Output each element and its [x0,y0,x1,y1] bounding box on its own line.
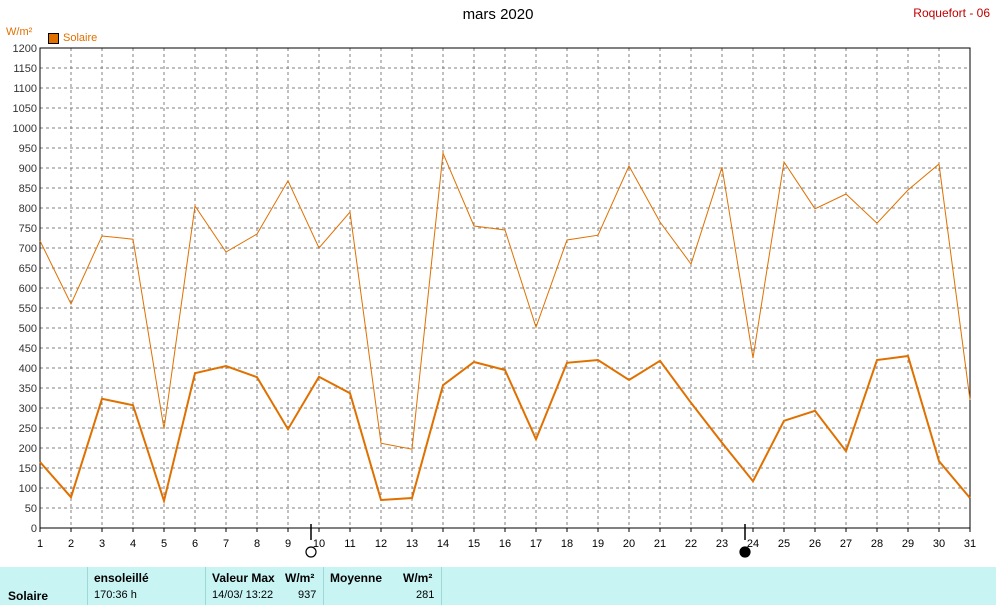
y-tick-label: 400 [19,363,37,375]
summary-footer: Solaire ensoleillé 170:36 h Valeur Max W… [0,567,996,605]
footer-avg-cell: Moyenne W/m² 281 [324,567,442,605]
footer-series-cell: Solaire [0,567,88,605]
max-value: 937 [298,589,317,601]
y-tick-label: 700 [19,243,37,255]
y-axis-unit: W/m² [6,26,33,38]
footer-series-label: Solaire [8,589,49,603]
footer-sunshine-cell: ensoleillé 170:36 h [88,567,206,605]
x-tick-label: 16 [499,538,511,550]
new-moon-icon [305,546,317,558]
avg-value: 281 [416,589,435,601]
y-tick-label: 1000 [13,123,37,135]
y-tick-label: 150 [19,463,37,475]
y-tick-label: 450 [19,343,37,355]
x-tick-label: 5 [161,538,167,550]
series-line-max [39,151,971,450]
x-tick-label: 14 [437,538,449,550]
x-tick-label: 29 [902,538,914,550]
x-tick-label: 19 [592,538,604,550]
y-tick-label: 1050 [13,103,37,115]
y-tick-label: 1100 [13,83,37,95]
full-moon-icon [739,546,751,558]
max-unit: W/m² [285,571,315,585]
avg-header: Moyenne [330,571,383,585]
legend-label: Solaire [63,32,98,44]
y-tick-label: 850 [19,183,37,195]
station-name: Roquefort - 06 [913,6,990,20]
x-tick-label: 15 [468,538,480,550]
x-tick-label: 1 [37,538,43,550]
y-tick-label: 500 [19,323,37,335]
x-tick-label: 21 [654,538,666,550]
y-tick-label: 250 [19,423,37,435]
x-tick-label: 24 [747,538,759,550]
x-tick-label: 27 [840,538,852,550]
x-tick-label: 26 [809,538,821,550]
y-tick-label: 800 [19,203,37,215]
x-tick-label: 11 [344,538,355,550]
x-tick-label: 18 [561,538,573,550]
y-tick-label: 750 [19,223,37,235]
x-tick-label: 23 [716,538,728,550]
y-tick-label: 50 [25,503,37,515]
x-tick-label: 17 [530,538,542,550]
x-tick-label: 9 [285,538,291,550]
chart-title: mars 2020 [462,6,534,23]
legend-swatch [48,32,59,44]
x-tick-label: 13 [406,538,418,550]
max-datetime: 14/03/ 13:22 [212,589,274,601]
x-tick-label: 25 [778,538,790,550]
chart: 0 50 100 150 200 250 300 350 400 450 500 550 600 650 7… [13,43,976,558]
x-tick-label: 22 [685,538,697,550]
y-tick-label: 550 [19,303,37,315]
y-tick-label: 0 [31,523,37,535]
x-tick-label: 7 [223,538,229,550]
y-tick-label: 300 [19,403,37,415]
y-tick-label: 650 [19,263,37,275]
x-tick-label: 20 [623,538,635,550]
footer-max-cell: Valeur Max W/m² 14/03/ 13:22 937 [206,567,324,605]
y-tick-label: 950 [19,143,37,155]
x-tick-label: 6 [192,538,198,550]
x-tick-label: 3 [99,538,105,550]
x-tick-label: 8 [254,538,260,550]
x-tick-label: 31 [964,538,976,550]
plot-frame [39,47,971,529]
x-tick-label: 2 [68,538,74,550]
series-line-avg [39,354,971,505]
y-tick-label: 100 [19,483,37,495]
x-tick-label: 12 [375,538,387,550]
x-tick-label: 10 [313,538,325,550]
avg-unit: W/m² [403,571,433,585]
legend: Solaire [48,32,97,44]
y-tick-label: 1150 [13,63,37,75]
y-tick-label: 600 [19,283,37,295]
x-tick-label: 4 [130,538,136,550]
sunshine-value: 170:36 h [94,589,137,601]
y-tick-label: 350 [19,383,37,395]
y-tick-label: 900 [19,163,37,175]
y-tick-label: 200 [19,443,37,455]
x-tick-label: 28 [871,538,883,550]
x-tick-label: 30 [933,538,945,550]
y-tick-label: 1200 [13,43,37,55]
max-header: Valeur Max [212,571,275,585]
sunshine-header: ensoleillé [94,571,149,585]
